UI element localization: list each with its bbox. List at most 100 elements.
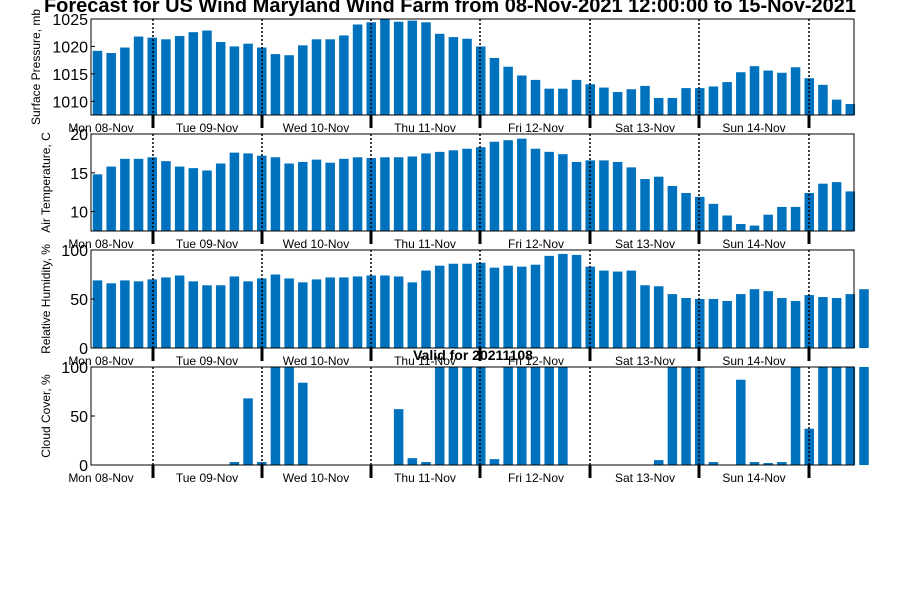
figure-title: Forecast for US Wind Maryland Wind Farm … bbox=[44, 0, 856, 17]
data-bar bbox=[790, 367, 801, 465]
data-bar bbox=[188, 32, 199, 115]
data-bar bbox=[517, 75, 527, 115]
data-bar bbox=[215, 42, 226, 115]
data-bar bbox=[311, 159, 322, 231]
data-bar bbox=[133, 36, 144, 115]
y-tick-label: 1015 bbox=[52, 67, 88, 84]
data-bar bbox=[667, 294, 678, 348]
day-label: Wed 10-Nov bbox=[283, 471, 349, 485]
data-bar bbox=[667, 185, 678, 231]
data-bar bbox=[421, 270, 431, 348]
data-bar bbox=[544, 88, 554, 115]
data-bar bbox=[298, 161, 308, 231]
day-label: Fri 12-Nov bbox=[508, 471, 564, 485]
day-label: Sat 13-Nov bbox=[615, 354, 675, 368]
data-bar bbox=[763, 214, 773, 231]
data-bar bbox=[763, 463, 773, 465]
day-label: Fri 12-Nov bbox=[508, 237, 564, 251]
chart-panel-3: 0 50 100 Mon 08-Nov Tue 09-Nov Wed 10-Nov Thu … bbox=[39, 243, 869, 368]
day-label: Fri 12-Nov bbox=[508, 121, 564, 135]
data-bar bbox=[544, 255, 554, 348]
day-label: Sun 14-Nov bbox=[722, 121, 785, 135]
data-bar bbox=[517, 138, 527, 231]
data-bar bbox=[434, 265, 445, 348]
data-bar bbox=[818, 84, 828, 115]
day-label: Wed 10-Nov bbox=[283, 237, 349, 251]
data-bar bbox=[530, 79, 541, 115]
data-bar bbox=[325, 39, 335, 115]
y-axis-label: Surface Pressure, mb bbox=[29, 9, 43, 125]
data-bar bbox=[790, 206, 801, 231]
data-bar bbox=[434, 151, 445, 231]
data-bar bbox=[571, 161, 582, 231]
data-bar bbox=[489, 141, 500, 231]
data-bar bbox=[818, 297, 828, 348]
data-bar bbox=[434, 367, 445, 465]
data-bar bbox=[352, 24, 363, 116]
data-bar bbox=[612, 271, 623, 348]
data-bar bbox=[462, 148, 472, 231]
y-tick-label: 100 bbox=[61, 243, 88, 260]
day-label: Tue 09-Nov bbox=[176, 237, 238, 251]
data-bar bbox=[448, 150, 459, 231]
data-bar bbox=[859, 289, 869, 348]
data-bar bbox=[92, 50, 103, 115]
data-bar bbox=[174, 166, 185, 231]
data-bar bbox=[106, 166, 116, 231]
y-tick-label: 20 bbox=[70, 127, 88, 144]
data-bar bbox=[229, 152, 240, 231]
data-bar bbox=[558, 88, 568, 115]
data-bar bbox=[421, 462, 431, 465]
data-bar bbox=[106, 53, 116, 115]
data-bar bbox=[517, 266, 527, 348]
day-label: Tue 09-Nov bbox=[176, 121, 238, 135]
data-bar bbox=[503, 367, 513, 465]
data-bar bbox=[708, 299, 719, 348]
data-bar bbox=[640, 285, 650, 348]
data-bar bbox=[270, 367, 281, 465]
data-bar bbox=[311, 279, 322, 348]
data-bar bbox=[503, 66, 513, 115]
day-label: Sat 13-Nov bbox=[615, 471, 675, 485]
y-tick-label: 50 bbox=[70, 292, 88, 309]
data-bar bbox=[202, 285, 212, 348]
day-label: Mon 08-Nov bbox=[68, 354, 133, 368]
data-bar bbox=[270, 54, 281, 115]
chart-panel-2: 10 15 20 Mon 08-Nov Tue 09-Nov Wed 10-Nov Thu … bbox=[39, 127, 856, 251]
data-bar bbox=[503, 265, 513, 348]
data-bar bbox=[667, 97, 678, 115]
data-bar bbox=[653, 97, 664, 115]
y-tick-label: 1010 bbox=[52, 94, 88, 111]
data-bar bbox=[120, 158, 130, 231]
data-bar bbox=[599, 87, 609, 115]
data-bar bbox=[298, 282, 308, 348]
y-axis-label: Cloud Cover, % bbox=[39, 374, 53, 458]
data-bar bbox=[831, 298, 842, 348]
data-bar bbox=[229, 276, 240, 348]
data-bar bbox=[736, 379, 746, 465]
data-bar bbox=[311, 39, 322, 115]
data-bar bbox=[393, 276, 404, 348]
data-bar bbox=[681, 367, 691, 465]
day-label: Thu 11-Nov bbox=[394, 237, 456, 251]
data-bar bbox=[695, 196, 705, 231]
data-bar bbox=[612, 91, 623, 115]
y-axis-label: Relative Humidity, % bbox=[39, 244, 53, 354]
data-bar bbox=[229, 46, 240, 115]
day-label: Sat 13-Nov bbox=[615, 237, 675, 251]
data-bar bbox=[284, 278, 294, 348]
data-bar bbox=[681, 88, 691, 115]
data-bar bbox=[695, 88, 705, 115]
data-bar bbox=[284, 55, 294, 115]
day-label: Sun 14-Nov bbox=[722, 237, 785, 251]
data-bar bbox=[845, 294, 856, 348]
data-bar bbox=[626, 167, 637, 231]
data-bar bbox=[489, 57, 500, 115]
data-bar bbox=[257, 278, 267, 348]
data-bar bbox=[530, 148, 541, 231]
data-bar bbox=[722, 82, 732, 115]
data-bar bbox=[215, 285, 226, 348]
data-bar bbox=[777, 72, 787, 115]
